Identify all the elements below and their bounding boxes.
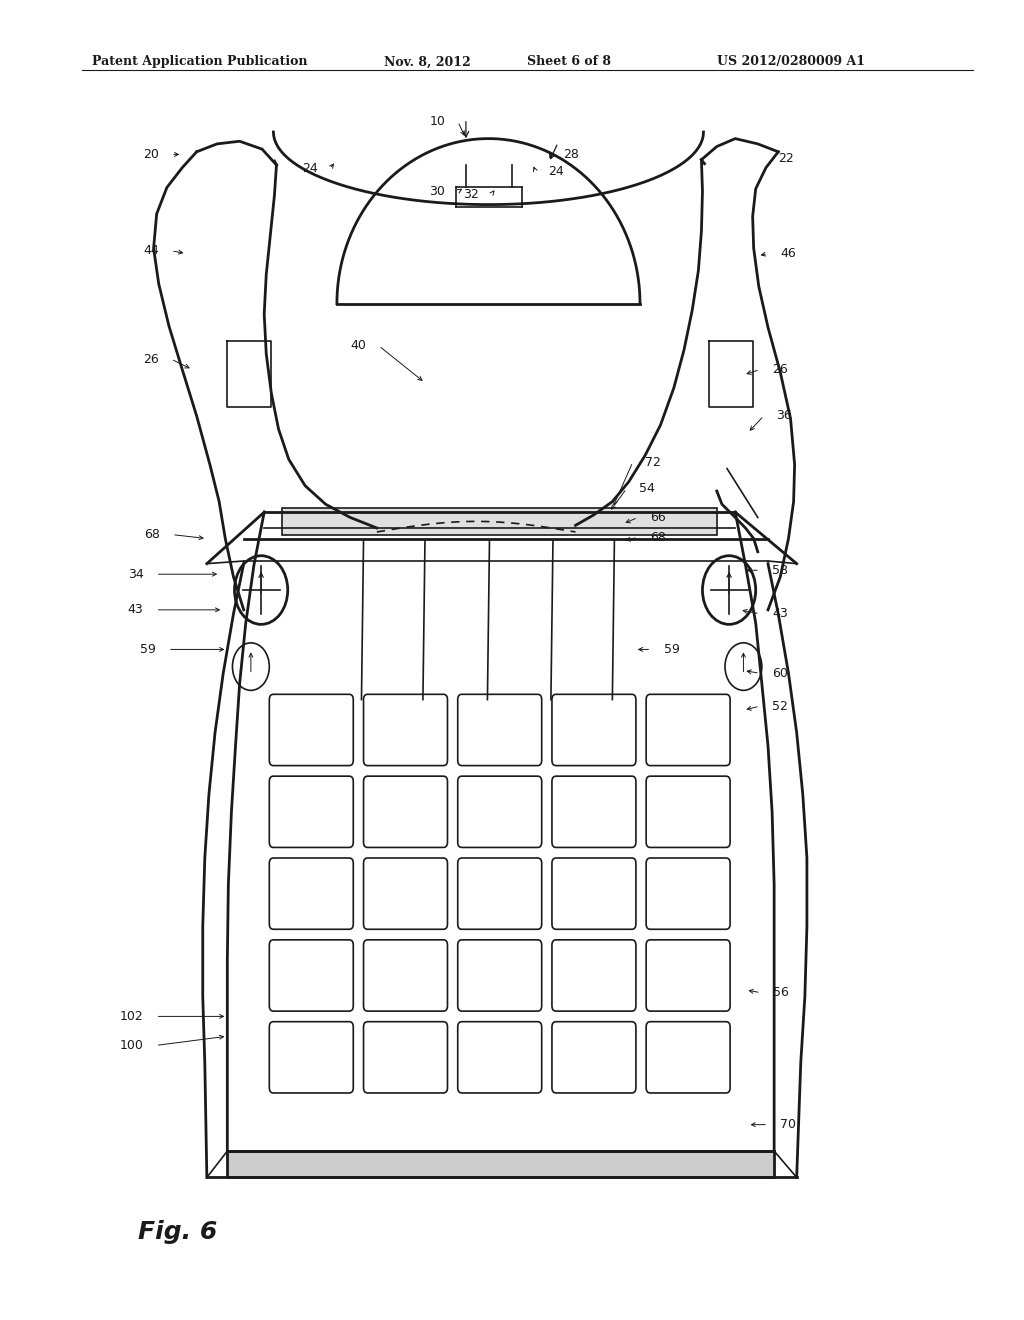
Text: 34: 34 [128,568,143,581]
Text: 43: 43 [128,603,143,616]
FancyBboxPatch shape [364,776,447,847]
Text: 60: 60 [772,667,788,680]
Text: 28: 28 [563,148,580,161]
Text: Nov. 8, 2012: Nov. 8, 2012 [384,55,471,69]
Text: 44: 44 [143,244,159,257]
Text: 24: 24 [302,162,317,176]
FancyBboxPatch shape [458,694,542,766]
Text: 56: 56 [773,986,790,999]
Text: 59: 59 [139,643,156,656]
Text: 36: 36 [776,409,792,422]
Text: 40: 40 [350,339,367,352]
Text: Fig. 6: Fig. 6 [138,1220,217,1243]
FancyBboxPatch shape [646,776,730,847]
Text: 10: 10 [429,115,445,128]
Text: 22: 22 [778,152,794,165]
Bar [282,508,717,535]
Text: Patent Application Publication: Patent Application Publication [92,55,307,69]
FancyBboxPatch shape [552,694,636,766]
FancyBboxPatch shape [364,694,447,766]
FancyBboxPatch shape [646,1022,730,1093]
Text: 26: 26 [143,352,159,366]
FancyBboxPatch shape [552,776,636,847]
FancyBboxPatch shape [269,776,353,847]
FancyBboxPatch shape [269,694,353,766]
Text: 68: 68 [650,531,667,544]
Text: 58: 58 [772,564,788,577]
FancyBboxPatch shape [269,1022,353,1093]
FancyBboxPatch shape [552,1022,636,1093]
Text: 46: 46 [780,247,796,260]
Bar [227,1151,774,1177]
Text: 32: 32 [464,187,479,201]
FancyBboxPatch shape [364,1022,447,1093]
Text: 102: 102 [120,1010,143,1023]
Text: 100: 100 [120,1039,143,1052]
Text: 52: 52 [772,700,788,713]
FancyBboxPatch shape [269,858,353,929]
FancyBboxPatch shape [458,1022,542,1093]
FancyBboxPatch shape [364,858,447,929]
FancyBboxPatch shape [646,694,730,766]
Text: Sheet 6 of 8: Sheet 6 of 8 [527,55,611,69]
Text: 26: 26 [772,363,787,376]
Text: 43: 43 [772,607,787,620]
Text: 54: 54 [639,482,655,495]
FancyBboxPatch shape [458,776,542,847]
Text: 68: 68 [143,528,160,541]
Text: 30: 30 [429,185,445,198]
FancyBboxPatch shape [646,940,730,1011]
FancyBboxPatch shape [458,940,542,1011]
FancyBboxPatch shape [552,858,636,929]
FancyBboxPatch shape [364,940,447,1011]
Text: 20: 20 [142,148,159,161]
Text: 70: 70 [780,1118,797,1131]
Text: 59: 59 [664,643,680,656]
Text: 66: 66 [650,511,666,524]
FancyBboxPatch shape [458,858,542,929]
FancyBboxPatch shape [646,858,730,929]
Text: 72: 72 [645,455,662,469]
FancyBboxPatch shape [552,940,636,1011]
Text: 24: 24 [548,165,563,178]
Text: US 2012/0280009 A1: US 2012/0280009 A1 [717,55,865,69]
FancyBboxPatch shape [269,940,353,1011]
